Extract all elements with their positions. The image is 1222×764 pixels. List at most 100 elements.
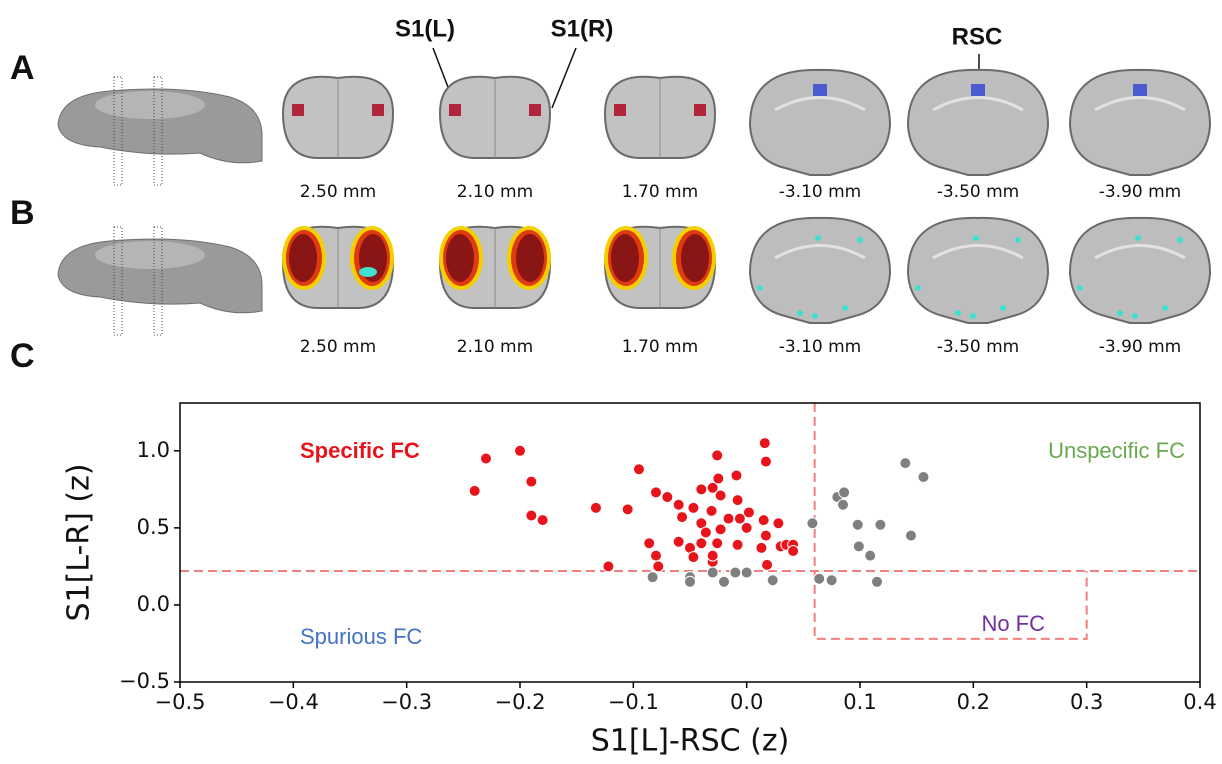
x-tick-label: 0.1 <box>843 690 876 714</box>
point <box>688 502 699 513</box>
fc-map <box>289 234 317 282</box>
slice-label: 2.10 mm <box>457 337 533 357</box>
sagittal-cortex <box>95 241 205 269</box>
point <box>647 572 658 583</box>
slice-label: -3.50 mm <box>937 337 1020 357</box>
point <box>756 542 767 553</box>
x-tick-label: 0.4 <box>1183 690 1216 714</box>
point <box>651 487 662 498</box>
annotation: Unspecific FC <box>1048 438 1185 463</box>
coronal-slice <box>908 218 1048 323</box>
x-tick-label: −0.2 <box>495 690 546 714</box>
point <box>758 515 769 526</box>
point <box>719 576 730 587</box>
sagittal-cortex <box>95 91 205 119</box>
x-tick-label: −0.3 <box>381 690 432 714</box>
x-axis-label: S1[L]-RSC (z) <box>591 724 790 759</box>
panel-label: A <box>10 49 35 87</box>
point <box>653 561 664 572</box>
point <box>603 561 614 572</box>
point <box>696 484 707 495</box>
fc-speck <box>842 305 848 311</box>
roi-label: RSC <box>952 23 1003 50</box>
point <box>515 445 526 456</box>
fc-speck <box>1077 285 1083 291</box>
point <box>865 550 876 561</box>
point <box>759 438 770 449</box>
roi-rsc <box>813 84 827 96</box>
point <box>707 550 718 561</box>
point <box>918 471 929 482</box>
slice-label: -3.10 mm <box>779 182 862 202</box>
no-fc-box <box>815 571 1087 639</box>
point <box>713 473 724 484</box>
y-axis-label: S1[L-R] (z) <box>62 463 97 621</box>
point <box>760 530 771 541</box>
x-tick-label: 0.3 <box>1070 690 1103 714</box>
point <box>706 505 717 516</box>
point <box>839 487 850 498</box>
annotation: Specific FC <box>300 438 420 463</box>
fc-speck <box>1135 235 1141 241</box>
point <box>700 527 711 538</box>
fc-speck <box>1015 237 1021 243</box>
point <box>872 576 883 587</box>
y-tick-label: 0.5 <box>137 515 170 539</box>
roi-s1 <box>529 104 541 116</box>
point <box>469 485 480 496</box>
roi-s1 <box>372 104 384 116</box>
fc-speck <box>815 235 821 241</box>
fc-map <box>611 234 639 282</box>
fc-speck <box>1132 313 1138 319</box>
point <box>622 504 633 515</box>
fc-map <box>681 234 709 282</box>
panel-label: B <box>10 194 35 232</box>
point <box>634 464 645 475</box>
x-tick-label: −0.5 <box>155 690 206 714</box>
figure: A B C S1(L) S1(R) RSC 2.50 mm2.50 mm2.10… <box>0 0 1222 764</box>
point <box>715 490 726 501</box>
slice-label: -3.90 mm <box>1099 337 1182 357</box>
fc-speck <box>857 237 863 243</box>
slice-label: 2.50 mm <box>300 182 376 202</box>
scatter-chart: −0.5−0.4−0.3−0.2−0.10.00.10.20.30.4−0.50… <box>62 403 1217 759</box>
x-tick-label: −0.4 <box>268 690 319 714</box>
point <box>826 575 837 586</box>
fc-speck <box>955 310 961 316</box>
roi-s1 <box>449 104 461 116</box>
point <box>734 513 745 524</box>
roi-label: S1(L) <box>395 15 455 42</box>
fc-speck <box>1162 305 1168 311</box>
point <box>712 538 723 549</box>
point <box>730 567 741 578</box>
annotation: Spurious FC <box>300 624 422 649</box>
point <box>685 576 696 587</box>
point <box>526 476 537 487</box>
point <box>852 519 863 530</box>
roi-s1 <box>694 104 706 116</box>
fc-speck <box>1117 310 1123 316</box>
coronal-slice <box>750 218 890 323</box>
point <box>741 522 752 533</box>
point <box>732 539 743 550</box>
roi-label: S1(R) <box>551 15 614 42</box>
x-tick-label: 0.2 <box>957 690 990 714</box>
point <box>731 470 742 481</box>
fc-speck <box>973 235 979 241</box>
point <box>537 515 548 526</box>
point <box>814 573 825 584</box>
y-tick-label: 0.0 <box>137 592 170 616</box>
slice-label: 1.70 mm <box>622 182 698 202</box>
point <box>838 499 849 510</box>
point <box>707 567 718 578</box>
slice-label: 1.70 mm <box>622 337 698 357</box>
point <box>715 524 726 535</box>
roi-rsc <box>1133 84 1147 96</box>
slice-label: -3.50 mm <box>937 182 1020 202</box>
fc-speck <box>915 285 921 291</box>
point <box>788 545 799 556</box>
point <box>741 567 752 578</box>
slice-label: -3.10 mm <box>779 337 862 357</box>
x-tick-label: 0.0 <box>730 690 763 714</box>
fc-speck <box>757 285 763 291</box>
